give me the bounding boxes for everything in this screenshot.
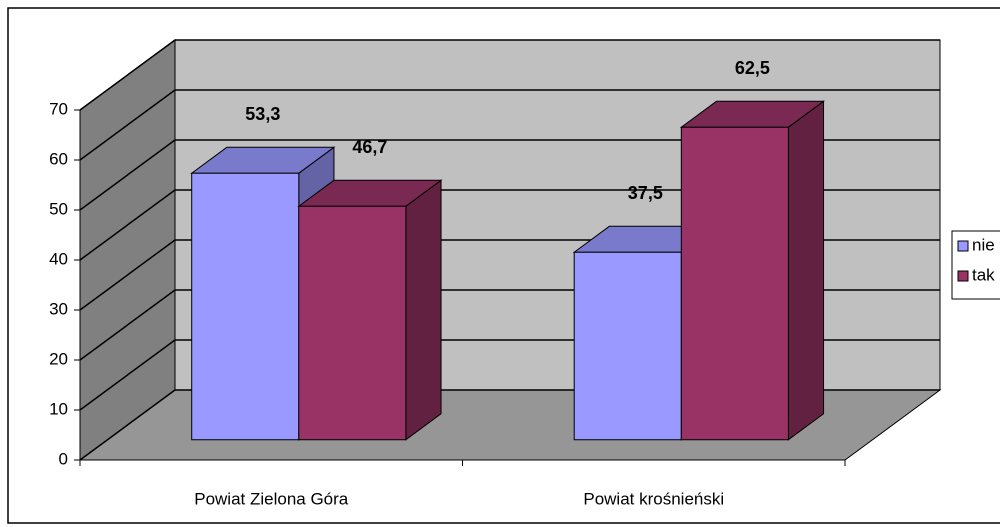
x-tick-label: Powiat krośnieński <box>583 489 724 508</box>
y-tick-label: 20 <box>49 349 68 368</box>
legend-swatch <box>957 240 969 252</box>
value-label: 53,3 <box>245 104 280 124</box>
legend-label: tak <box>972 265 995 284</box>
y-tick-label: 40 <box>49 249 68 268</box>
bar-side <box>405 179 442 441</box>
grid-line <box>79 39 940 111</box>
y-tick-label: 60 <box>49 149 68 168</box>
grid-line <box>79 89 940 161</box>
y-tick-label: 50 <box>49 199 68 218</box>
x-tick-label: Powiat Zielona Góra <box>194 489 349 508</box>
y-tick-label: 70 <box>49 99 68 118</box>
bar-front <box>298 205 407 441</box>
legend: nie tak <box>951 230 1000 300</box>
bar <box>679 100 826 441</box>
value-label: 46,7 <box>352 137 387 157</box>
y-tick-label: 30 <box>49 299 68 318</box>
bar-front <box>191 172 300 441</box>
bar <box>297 179 443 441</box>
legend-swatch <box>957 270 969 282</box>
y-tick-label: 10 <box>49 399 68 418</box>
y-tick-label: 0 <box>59 449 68 468</box>
bar-front <box>680 126 789 441</box>
value-label: 62,5 <box>735 58 770 78</box>
value-label: 37,5 <box>628 183 663 203</box>
bar-side <box>787 100 825 441</box>
bar-front <box>573 251 682 441</box>
legend-label: nie <box>972 235 995 254</box>
